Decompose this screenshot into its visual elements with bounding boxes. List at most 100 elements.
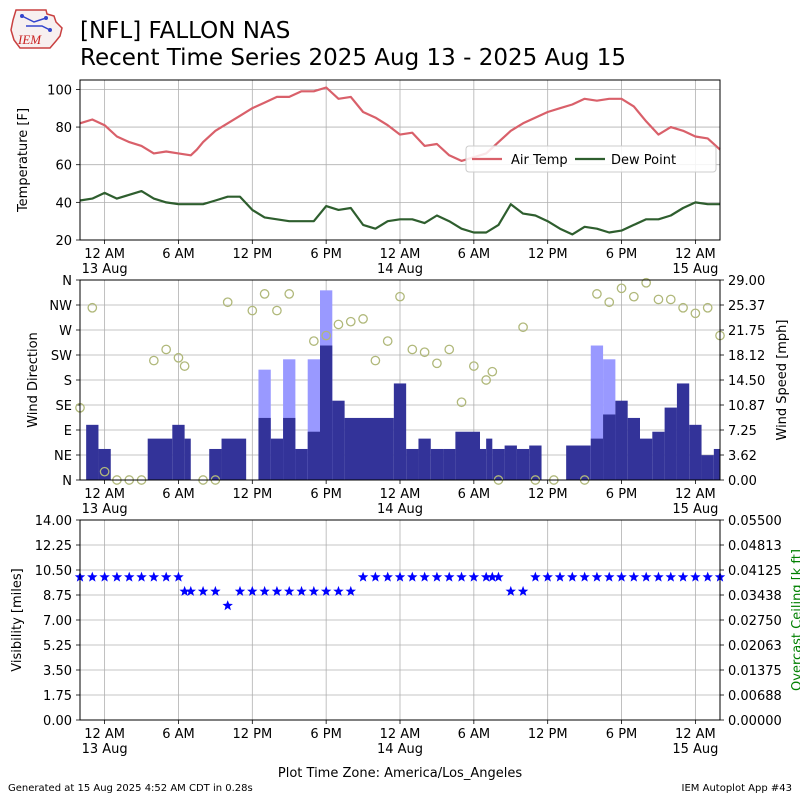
visibility-point — [579, 571, 590, 582]
visibility-point — [530, 571, 541, 582]
wind-speed-bar — [640, 438, 653, 480]
y-tick-label: N — [62, 274, 72, 289]
visibility-point — [394, 571, 406, 582]
x-tick-label: 14 Aug — [377, 262, 423, 277]
x-tick-label: 6 AM — [162, 727, 195, 742]
visibility-point — [640, 571, 652, 582]
wind-speed-bar — [393, 383, 407, 480]
visibility-point — [320, 585, 332, 596]
y2-tick-label: 0.03438 — [728, 589, 782, 604]
y2-axis-title: Wind Speed [mph] — [775, 320, 790, 441]
visibility-point — [357, 571, 369, 582]
x-tick-label: 6 PM — [606, 247, 637, 262]
y-tick-label: NE — [54, 449, 72, 464]
x-tick-label: 12 AM — [675, 487, 716, 502]
wind-direction-point — [616, 283, 627, 294]
x-tick-label: 6 AM — [162, 487, 195, 502]
y-tick-label: 60 — [55, 159, 72, 174]
wind-direction-point — [690, 308, 701, 319]
x-tick-label: 12 PM — [232, 727, 272, 742]
wind-speed-bar — [147, 438, 173, 480]
wind-speed-bar — [221, 438, 247, 480]
wind-direction-point — [702, 302, 713, 313]
x-tick-label: 6 AM — [458, 487, 491, 502]
wind-direction-point — [653, 294, 664, 305]
wind-speed-bar — [98, 448, 111, 480]
x-tick-label: 15 Aug — [672, 502, 718, 517]
visibility-point — [444, 571, 455, 582]
x-tick-label: 6 AM — [458, 727, 491, 742]
x-tick-label: 12 PM — [528, 727, 568, 742]
x-tick-label: 13 Aug — [82, 742, 128, 757]
wind-direction-point — [284, 289, 295, 299]
visibility-point — [259, 585, 270, 596]
wind-speed-bar — [270, 438, 284, 480]
x-tick-label: 6 PM — [310, 727, 341, 742]
y-tick-label: 100 — [47, 83, 72, 98]
x-tick-label: 12 AM — [380, 487, 421, 502]
visibility-point — [234, 585, 246, 596]
wind-speed-bar — [516, 448, 530, 480]
x-tick-label: 15 Aug — [672, 262, 718, 277]
visibility-point — [197, 585, 209, 596]
visibility-point — [567, 571, 578, 582]
visibility-point — [136, 571, 147, 582]
wind-direction-point — [272, 305, 282, 316]
y2-tick-label: 3.62 — [728, 449, 757, 464]
series-line-air-temp — [79, 86, 721, 162]
y-tick-label: 20 — [55, 234, 72, 249]
y-tick-label: 0.00 — [43, 714, 72, 729]
visibility-point — [99, 571, 110, 582]
y-axis-title: Temperature [F] — [16, 108, 31, 213]
wind-bars — [86, 290, 720, 480]
visibility-point — [333, 585, 344, 596]
wind-speed-bar — [529, 445, 542, 480]
y2-tick-label: 25.37 — [728, 299, 765, 314]
wind-direction-point — [370, 355, 381, 366]
visibility-point — [604, 571, 615, 582]
wind-speed-bar — [504, 445, 517, 480]
wind-speed-bar — [307, 431, 320, 480]
wind-direction-point — [321, 330, 332, 341]
visibility-point — [468, 571, 480, 582]
y-tick-label: W — [59, 324, 72, 339]
y2-tick-label: 21.75 — [728, 324, 765, 339]
y2-tick-label: 7.25 — [728, 424, 757, 439]
wind-speed-bar — [443, 448, 456, 480]
wind-direction-point — [395, 291, 405, 302]
wind-direction-point — [468, 361, 479, 371]
wind-direction-point — [382, 336, 393, 346]
y-tick-label: 12.25 — [35, 539, 72, 554]
visibility-point — [702, 571, 713, 582]
series-line-dew-point — [79, 190, 720, 236]
y-tick-label: 14.00 — [35, 514, 72, 529]
visibility-point — [210, 585, 221, 596]
y2-tick-label: 0.00000 — [728, 714, 782, 729]
y-tick-label: NW — [49, 299, 72, 314]
y2-axis-wind-speed: 0.00 3.62 7.25 10.87 14.50 18.12 21.75 25.37 29.… — [720, 274, 765, 489]
wind-direction-point — [518, 322, 528, 333]
visibility-point — [124, 571, 135, 582]
x-tick-label: 12 PM — [232, 247, 272, 262]
visibility-point — [271, 585, 283, 596]
chart-title-period: Recent Time Series 2025 Aug 13 - 2025 Au… — [80, 45, 627, 71]
wind-speed-bar — [590, 438, 604, 480]
wind-direction-point — [148, 355, 159, 366]
wind-speed-bar — [689, 424, 702, 480]
y-tick-label: S — [64, 374, 72, 389]
y-tick-label: 3.50 — [43, 664, 72, 679]
visibility-point — [487, 571, 498, 582]
y-tick-label: SE — [56, 399, 72, 414]
visibility-point — [284, 585, 295, 596]
wind-speed-bar — [676, 383, 690, 480]
visibility-point — [222, 600, 233, 611]
wind-direction-point — [604, 297, 615, 308]
visibility-point — [628, 571, 640, 582]
wind-direction-point — [432, 358, 442, 369]
y-tick-label: 40 — [55, 196, 72, 211]
wind-speed-bar — [492, 448, 505, 480]
y-tick-label: 8.75 — [43, 589, 72, 604]
